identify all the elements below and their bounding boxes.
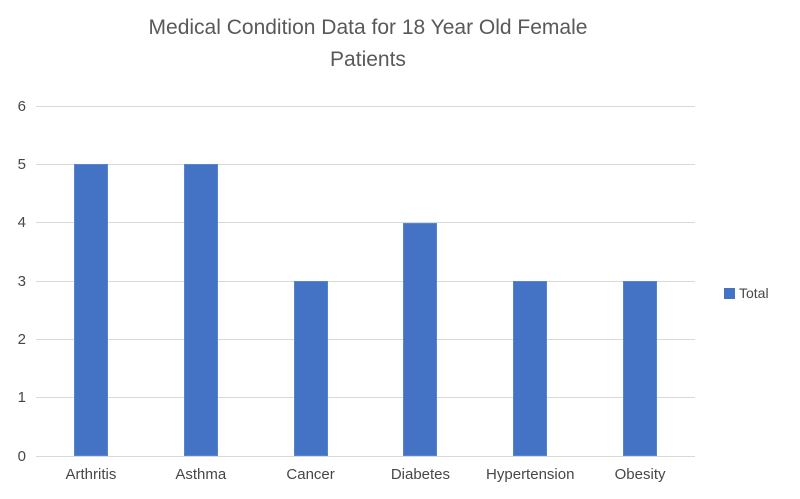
y-tick-label-1: 1 (17, 389, 26, 407)
x-tick-label-cancer: Cancer (286, 466, 335, 483)
plot-area (36, 105, 695, 457)
gridline-y-5 (36, 163, 695, 165)
legend-label: Total (739, 285, 769, 301)
y-tick-label-3: 3 (17, 272, 26, 290)
y-tick-label-2: 2 (17, 330, 26, 348)
gridline-y-3 (36, 280, 695, 282)
x-tick-label-asthma: Asthma (175, 466, 227, 483)
bar-arthritis (73, 164, 108, 456)
bar-hypertension (513, 281, 548, 456)
gridline-y-1 (36, 397, 695, 399)
y-tick-label-4: 4 (17, 214, 26, 232)
chart-title: Medical Condition Data for 18 Year Old F… (148, 16, 588, 71)
y-tick-label-0: 0 (17, 447, 26, 465)
legend-swatch-icon (724, 287, 735, 299)
y-tick-label-5: 5 (17, 155, 26, 173)
bar-cancer (293, 281, 328, 456)
gridline-y-4 (36, 222, 695, 224)
bar-asthma (183, 164, 218, 456)
x-tick-label-obesity: Obesity (614, 466, 666, 483)
x-tick-label-diabetes: Diabetes (390, 466, 451, 483)
y-tick-label-6: 6 (17, 97, 26, 115)
legend: Total (724, 286, 769, 300)
gridline-y-0 (36, 455, 695, 457)
x-tick-label-hypertension: Hypertension (486, 466, 575, 483)
gridline-y-2 (36, 338, 695, 340)
gridline-y-6 (36, 105, 695, 107)
bar-diabetes (403, 222, 438, 456)
bar-obesity (623, 281, 658, 456)
x-tick-label-arthritis: Arthritis (65, 466, 117, 483)
